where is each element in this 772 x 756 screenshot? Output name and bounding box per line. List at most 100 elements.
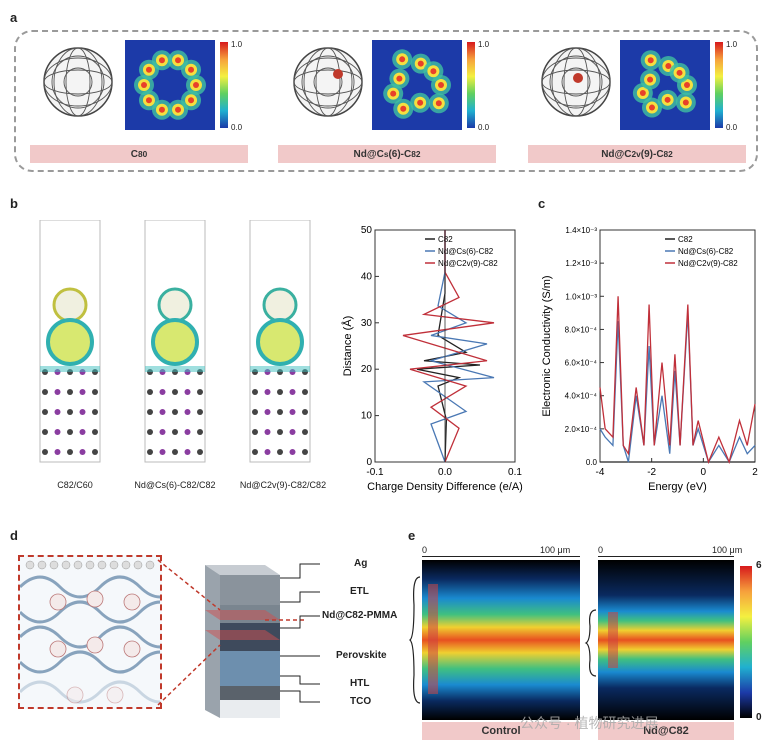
elf-hotspot [647,76,654,83]
scale-bar-control [422,556,580,557]
scale-right-control: 100 μm [540,545,571,555]
label-c80: C 80 [30,145,248,163]
elf-hotspot [158,57,165,64]
elf-hotspot [430,68,437,75]
device-stack [157,559,305,718]
x-tick-label: 0.1 [508,467,522,478]
lattice-atom [159,429,166,435]
y-tick-label: 20 [361,364,373,375]
lattice-atom [252,389,258,395]
elf-hotspot [435,100,442,107]
label-nd-cs-c82: Nd@C s (6)-C 82 [278,145,496,163]
colorbar-e [740,566,752,718]
colorbar-a1-max: 1.0 [231,40,243,49]
pl-map-control [422,560,580,720]
colorbar-e-max: 6 [756,560,762,571]
bottom-fullerene [256,318,304,366]
lattice-atom [252,409,258,415]
scale-left-nd: 0 [598,545,604,555]
caption-c82-c60: C82/C60 [57,480,93,490]
lattice-atom [302,449,308,455]
lattice-atom [172,389,178,395]
legend-entry: C82 [678,235,693,244]
pl-map-nd-c82 [598,560,734,720]
layer-pmma: Nd@C82-PMMA [322,610,398,621]
layer-ag: Ag [354,558,368,569]
top-fullerene [157,287,193,323]
elf-map-c80 [125,40,215,130]
lattice-atom [42,409,48,415]
lattice-atom [147,389,153,395]
bottom-fullerene [46,318,94,366]
y-tick-label: 30 [361,318,373,329]
lattice-atom [264,429,271,435]
lattice-atom [92,389,98,395]
elf-hotspot [417,60,424,67]
lattice-atom [159,409,166,415]
elf-hotspot [399,56,406,63]
colorbar-a3 [715,42,723,128]
y-tick-label: 2.0×10⁻⁴ [565,425,598,434]
lattice-atom [172,409,178,415]
elf-hotspot [417,99,424,106]
lattice-atom [42,389,48,395]
lattice-atom [302,429,308,435]
legend-entry: Nd@C2v(9)-C82 [678,259,738,268]
elf-hotspot [438,82,444,88]
y-tick-label: 1.4×10⁻³ [565,226,597,235]
x-tick-label: -4 [596,467,605,478]
scale-left-control: 0 [422,545,428,555]
lattice-atom [79,449,86,455]
top-fullerene [52,287,88,323]
bottom-fullerene [151,318,199,366]
lattice-atom [172,429,178,435]
lattice-atom [184,389,191,395]
caption-nd-c2v: Nd@C2v(9)-C82/C82 [239,480,327,490]
lattice-atom [42,449,48,455]
colorbar-a2-min: 0.0 [478,123,490,132]
fullerene-nd-cs-model [293,47,363,117]
lattice-atom [277,389,283,395]
legend-entry: Nd@C2v(9)-C82 [438,259,498,268]
charge-density-models [39,220,311,463]
lattice-atom [289,429,296,435]
brace-control [409,576,421,704]
elf-hotspot [684,82,690,88]
lattice-atom [302,389,308,395]
colorbar-e-min: 0 [756,712,762,723]
lattice-atom [277,429,283,435]
caption-nd-cs: Nd@Cs(6)-C82/C82 [134,480,216,490]
colorbar-a3-max: 1.0 [726,40,738,49]
lattice-atom [42,429,48,435]
lattice-atom [289,449,296,455]
series-line [416,230,481,463]
panel-label-e: e [408,528,416,543]
colorbar-a1 [220,42,228,128]
y-tick-label: 6.0×10⁻⁴ [565,359,598,368]
fullerene-nd-c2v-model [541,47,611,117]
elf-hotspot [175,57,182,64]
layer-etl: ETL [350,586,369,597]
panel-label-a: a [10,10,18,25]
lattice-atom [147,409,153,415]
lattice-atom [289,409,296,415]
elf-hotspot [193,82,199,88]
lattice-atom [302,409,308,415]
elf-hotspot [639,90,646,97]
y-tick-label: 0.0 [586,458,598,467]
x-tick-label: -0.1 [366,467,384,478]
pmma-zoom-box [18,555,182,709]
elf-hotspot [664,96,671,103]
lattice-atom [67,389,73,395]
y-axis-label: Electronic Conductivity (S/m) [541,275,553,416]
elf-hotspot [141,82,147,88]
y-tick-label: 40 [361,271,373,282]
lattice-atom [79,429,86,435]
panel-label-b: b [10,196,18,211]
y-tick-label: 10 [361,411,373,422]
lattice-atom [184,409,191,415]
elf-hotspot [400,105,407,112]
x-tick-label: 0 [701,467,707,478]
lattice-atom [197,389,203,395]
legend-entry: Nd@Cs(6)-C82 [678,247,734,256]
